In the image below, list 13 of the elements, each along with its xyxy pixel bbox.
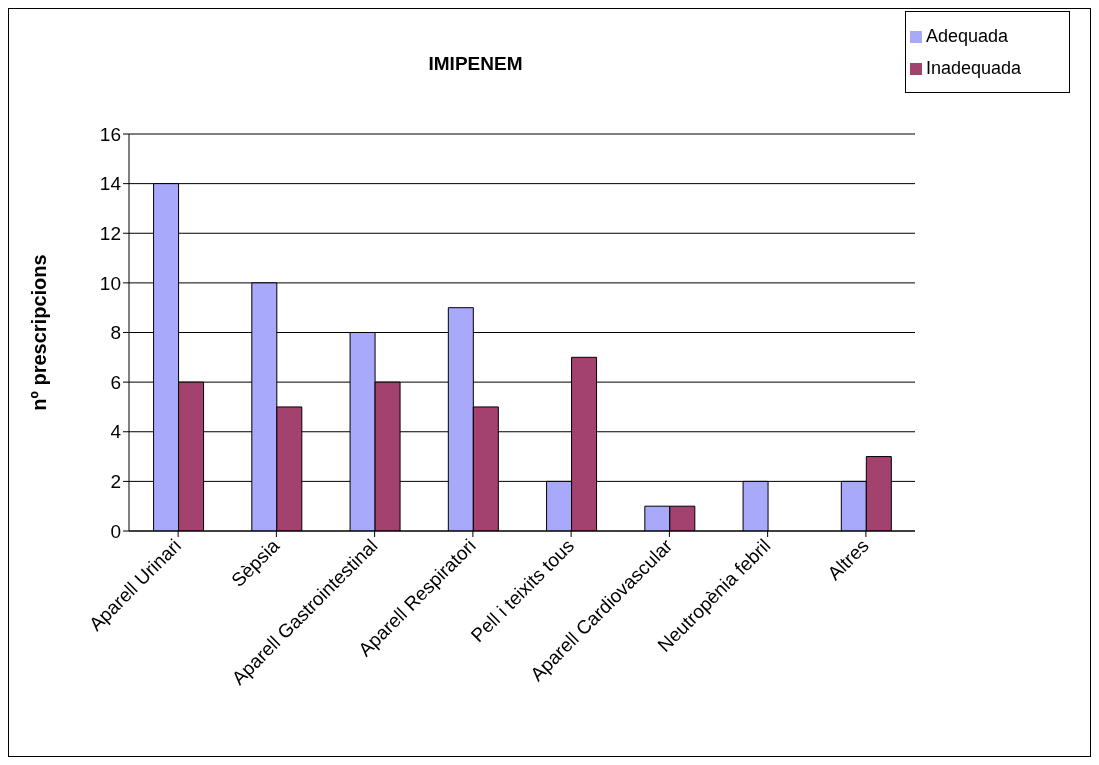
y-tick-label: 0 — [110, 520, 121, 542]
legend-label: Inadequada — [926, 58, 1022, 78]
y-tick-label: 8 — [110, 322, 121, 344]
y-tick-label: 16 — [99, 123, 121, 145]
y-tick-label: 10 — [99, 272, 121, 294]
y-tick-label: 6 — [110, 371, 121, 393]
y-tick-label: 4 — [110, 421, 122, 443]
chart-title: IMIPENEM — [428, 53, 523, 74]
legend-label: Adequada — [926, 26, 1009, 46]
y-tick-label: 2 — [110, 471, 121, 493]
y-tick-label: 14 — [99, 173, 122, 195]
y-tick-label: 12 — [99, 222, 121, 244]
y-axis-title: nº prescripcions — [28, 254, 51, 411]
